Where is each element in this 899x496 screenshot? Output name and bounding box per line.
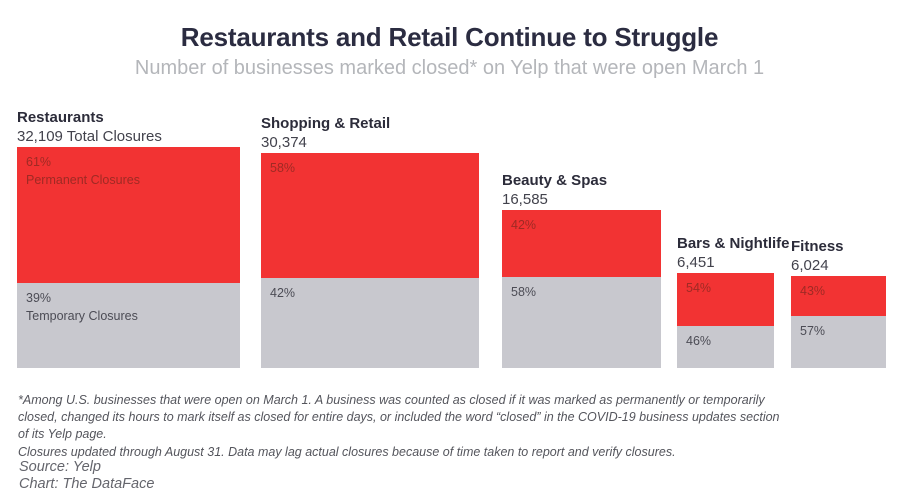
temporary-closures-block: 46% — [677, 326, 774, 368]
bar-group-fitness: Fitness 6,024 43% 57% — [791, 237, 886, 368]
temporary-closures-block: 58% — [502, 277, 661, 368]
category-label: Fitness — [791, 238, 844, 255]
temporary-pct: 58% — [511, 285, 537, 299]
permanent-closures-block: 54% — [677, 273, 774, 326]
permanent-pct: 54% — [686, 281, 712, 295]
total-closures-value: 16,585 — [502, 191, 548, 208]
temporary-closures-block: 57% — [791, 316, 886, 368]
category-label: Beauty & Spas — [502, 172, 608, 189]
source-line: Source: Yelp — [19, 459, 101, 475]
chart-credit-line: Chart: The DataFace — [19, 476, 155, 492]
permanent-closures-block: 58% — [261, 153, 479, 278]
chart-title: Restaurants and Retail Continue to Strug… — [180, 22, 719, 52]
total-closures-value: 30,374 — [261, 134, 307, 151]
temporary-pct: 39% — [26, 291, 52, 305]
temporary-closures-block: 39% Temporary Closures — [17, 283, 240, 368]
total-closures-value: 6,451 — [677, 254, 715, 271]
source-credit: Source: Yelp Chart: The DataFace — [19, 459, 154, 493]
temporary-caption: Temporary Closures — [26, 309, 138, 323]
permanent-caption: Permanent Closures — [26, 173, 140, 187]
temporary-pct: 42% — [270, 286, 296, 300]
permanent-pct: 43% — [800, 284, 826, 298]
total-closures-value: 32,109 Total Closures — [17, 128, 162, 145]
permanent-pct: 42% — [511, 218, 537, 232]
footnotes: *Among U.S. businesses that were open on… — [18, 392, 790, 461]
footnote-update: Closures updated through August 31. Data… — [18, 445, 676, 459]
chart-subtitle: Number of businesses marked closed* on Y… — [134, 57, 765, 79]
bar-group-bars-nightlife: Bars & Nightlife 6,451 54% 46% — [677, 234, 790, 368]
permanent-closures-block: 43% — [791, 276, 886, 316]
permanent-pct: 61% — [26, 155, 52, 169]
footnote-methodology: *Among U.S. businesses that were open on… — [18, 393, 780, 441]
category-label: Bars & Nightlife — [677, 235, 790, 252]
temporary-pct: 57% — [800, 324, 826, 338]
temporary-pct: 46% — [686, 334, 712, 348]
bar-group-restaurants: Restaurants 32,109 Total Closures 61% Pe… — [17, 108, 240, 368]
category-label: Shopping & Retail — [261, 115, 391, 132]
permanent-pct: 58% — [270, 161, 296, 175]
category-label: Restaurants — [17, 109, 104, 126]
temporary-closures-block: 42% — [261, 278, 479, 368]
bar-group-shopping-retail: Shopping & Retail 30,374 58% 42% — [261, 114, 479, 368]
permanent-closures-block: 61% Permanent Closures — [17, 147, 240, 283]
bar-group-beauty-spas: Beauty & Spas 16,585 42% 58% — [502, 171, 661, 368]
permanent-closures-block: 42% — [502, 210, 661, 277]
total-closures-value: 6,024 — [791, 257, 829, 274]
